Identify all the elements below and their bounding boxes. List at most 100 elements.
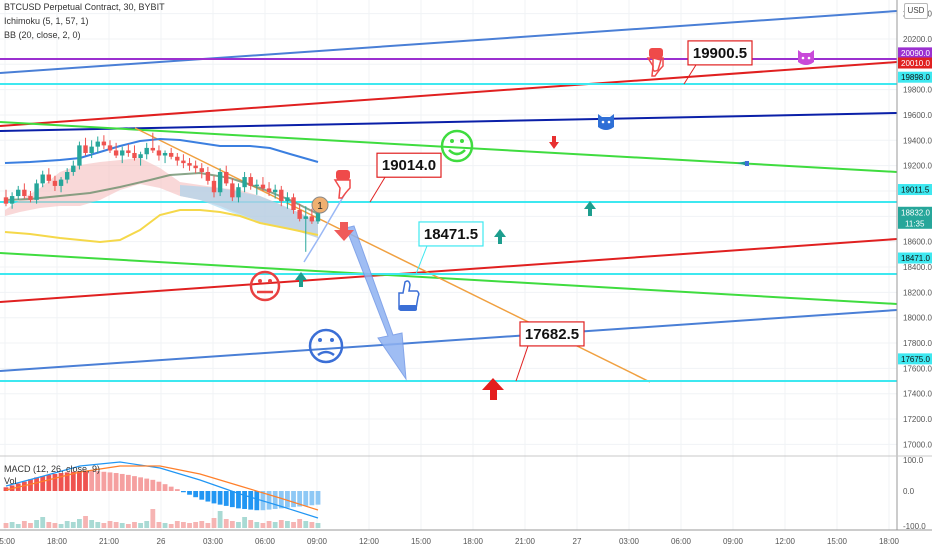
volume-bar: [107, 521, 113, 528]
volume-bar: [266, 521, 272, 528]
svg-text:1: 1: [317, 201, 323, 212]
volume-bar: [77, 519, 82, 528]
macd-tick-label: 0.0: [903, 487, 915, 496]
ichimoku-legend[interactable]: Ichimoku (5, 1, 57, 1): [4, 16, 89, 26]
macd-bar: [242, 491, 247, 509]
candle-body: [309, 216, 315, 222]
candle-body: [150, 147, 156, 151]
candle-body: [236, 187, 241, 198]
time-tick-label: 03:00: [619, 537, 640, 546]
price-tag: 18471.0: [898, 252, 932, 264]
time-tick-label: 06:00: [671, 537, 692, 546]
macd-bar: [236, 491, 241, 509]
price-tag-bg: [898, 184, 932, 196]
time-tick-label: 18:00: [463, 537, 484, 546]
candle: [291, 193, 296, 214]
volume-bar: [3, 523, 9, 528]
callout-text: 17682.5: [525, 326, 579, 343]
price-tag-subtext: 11:35: [905, 219, 925, 228]
price-tag-bg: [898, 252, 932, 264]
price-tag-bg: [898, 206, 932, 229]
price-tick-label: 18400.0: [903, 263, 932, 272]
price-axis-bg: [897, 0, 932, 550]
upper-red-line: [0, 61, 898, 127]
volume-bar: [272, 522, 278, 528]
macd-bar: [89, 470, 95, 491]
lower-green-line: [0, 252, 898, 305]
price-tag-text: 20010.0: [901, 59, 930, 68]
macd-pane: 100.0 0.0 -100.0: [0, 455, 932, 531]
macd-bar: [297, 491, 303, 507]
price-tick-label: 17800.0: [903, 339, 932, 348]
candle: [181, 154, 186, 169]
macd-bar: [144, 478, 150, 491]
price-tag-text: 18832.0: [901, 208, 930, 217]
currency-button[interactable]: USD: [904, 3, 928, 19]
time-axis[interactable]: 15:00 18:00 21:00 26 03:00 06:00 09:00 12:00 15:…: [0, 529, 932, 550]
volume-bar: [168, 524, 174, 528]
macd-bar: [272, 491, 278, 509]
candle: [162, 150, 168, 164]
candle-body: [187, 163, 192, 166]
price-tick-label: 18000.0: [903, 314, 932, 323]
candle: [168, 147, 174, 160]
upper-blue-channel-line: [0, 10, 898, 74]
navy-line: [0, 112, 898, 132]
candle-body: [95, 141, 100, 147]
macd-bar: [34, 477, 39, 491]
candle: [83, 137, 88, 156]
volume-bar: [248, 520, 254, 528]
volume-bar: [199, 521, 205, 528]
time-tick-label: 09:00: [307, 537, 328, 546]
volume-bar: [254, 522, 260, 528]
price-callout: 19900.5: [683, 40, 753, 85]
arrow-left-icon-teal: [737, 161, 749, 166]
callout-pointer: [683, 64, 697, 85]
price-callout: 19014.0: [369, 152, 442, 203]
volume-bar: [242, 517, 247, 528]
time-tick-label: 03:00: [203, 537, 224, 546]
macd-bar: [107, 472, 113, 491]
callout-text: 19014.0: [382, 157, 436, 174]
time-tick-label: 18:00: [879, 537, 900, 546]
candle: [144, 142, 149, 160]
candle-body: [279, 189, 284, 202]
candle: [16, 185, 21, 200]
volume-bar: [21, 521, 27, 528]
bb-lower-band: [4, 209, 319, 244]
volume-bar: [101, 523, 107, 528]
volume-bar: [187, 523, 192, 528]
smiley-sad-icon: [308, 328, 344, 364]
price-tag: 19011.5: [898, 184, 932, 196]
drawings: [303, 191, 407, 381]
time-tick-label: 18:00: [47, 537, 68, 546]
price-callout: 18471.5: [415, 221, 484, 275]
vol-legend[interactable]: Vol: [4, 476, 17, 486]
volume-bar: [95, 522, 101, 528]
candle-body: [3, 197, 9, 204]
bb-legend[interactable]: BB (20, close, 2, 0): [4, 30, 81, 40]
candle-body: [217, 171, 223, 193]
callout-text: 18471.5: [424, 226, 478, 243]
callout-pointer: [369, 176, 386, 203]
macd-bar: [168, 486, 174, 491]
candle-body: [242, 177, 247, 188]
volume-bar: [34, 520, 39, 528]
candle: [224, 165, 229, 186]
macd-legend[interactable]: MACD (12, 26, close, 9): [4, 464, 101, 474]
macd-bar: [291, 491, 296, 508]
candle-body: [126, 150, 131, 153]
macd-bar: [285, 491, 290, 508]
candle-body: [138, 154, 143, 159]
volume-bar: [315, 523, 321, 528]
candle: [126, 144, 131, 157]
price-tag: 19898.0: [898, 71, 932, 83]
candle-body: [254, 184, 260, 186]
candle-body: [181, 160, 186, 164]
macd-bar: [46, 474, 52, 491]
volume-bar: [83, 516, 88, 528]
price-tick-label: 17600.0: [903, 364, 932, 373]
candle-body: [156, 150, 162, 156]
